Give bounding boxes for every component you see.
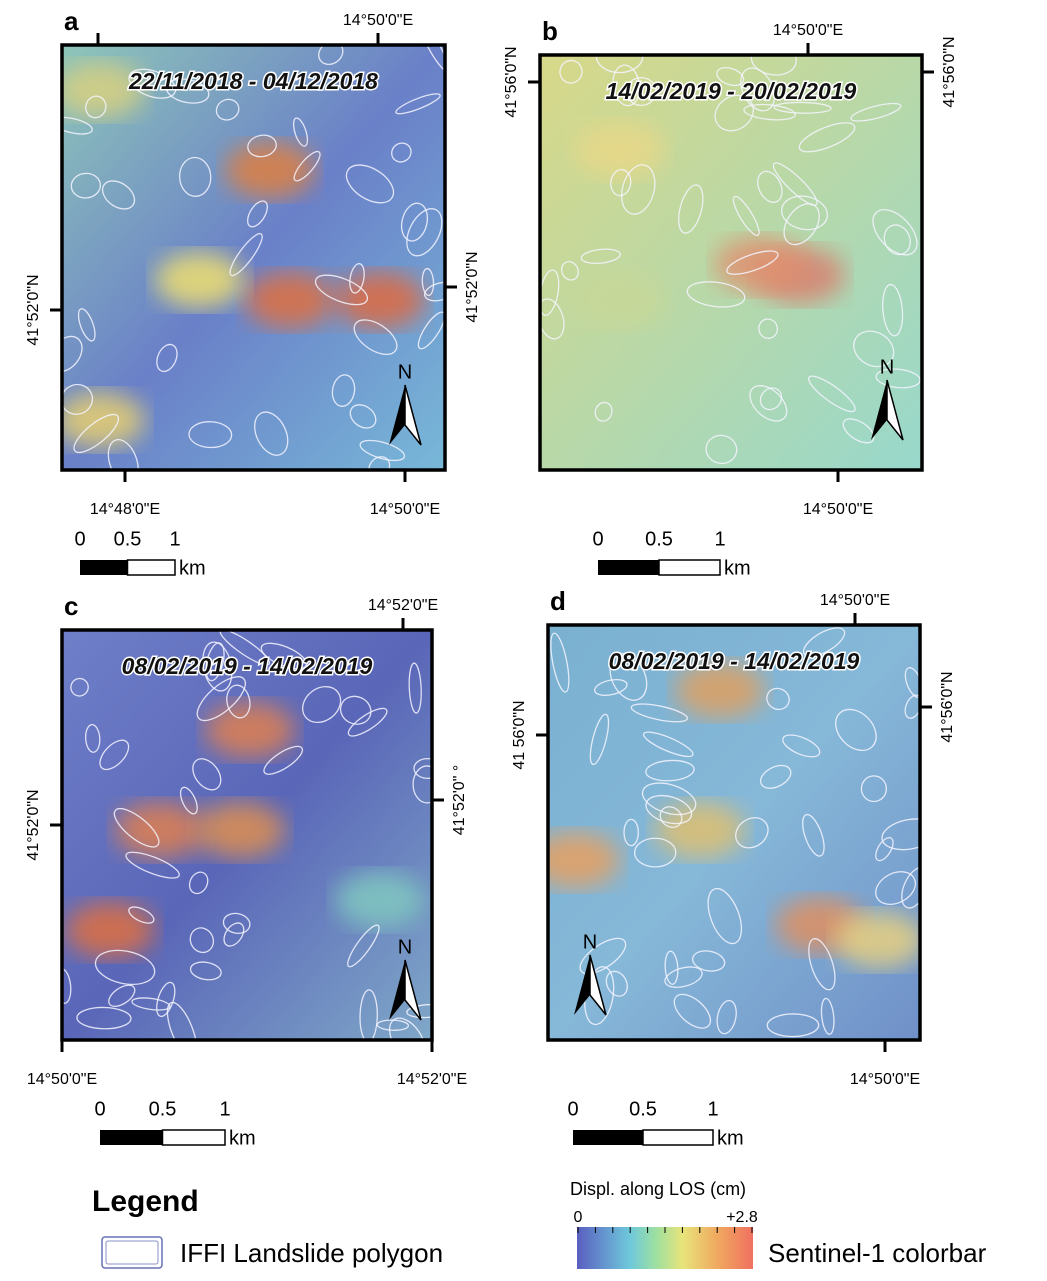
displacement-patch [195,802,285,858]
coord-label: 41°52'0"N [25,274,42,345]
date-range: 14/02/2019 - 20/02/2019 [606,78,857,104]
displacement-patch [245,272,335,328]
north-label: N [398,361,412,383]
coord-label: 14°52'0"E [368,597,438,614]
panel-letter: d [550,586,566,616]
coord-label: 14°50'0"E [27,1071,97,1088]
scale-bar-white [643,1130,713,1145]
displacement-patch [205,702,295,758]
date-range: 08/02/2019 - 14/02/2019 [609,648,860,674]
colorbar-label: Sentinel-1 colorbar [768,1238,987,1268]
displacement-patch [335,872,425,928]
map [54,625,449,1066]
coord-label: 41 56'0"N [511,700,528,769]
scale-bar-white [128,560,176,575]
scale-label: 0 [567,1098,578,1120]
scale-label: 1 [707,1098,718,1120]
scale-label: 0 [592,528,603,550]
colorbar [577,1227,753,1269]
coord-label: 14°50'0"E [370,501,440,518]
scale-label: 1 [219,1098,230,1120]
scale-unit: km [229,1127,256,1149]
coord-label: 14°50'0"E [820,592,890,609]
displacement-patch [155,252,245,308]
scale-bar-black [573,1130,643,1145]
scale-bar-black [80,560,128,575]
panel-letter: c [64,591,78,621]
legend-polygon-icon [102,1237,162,1268]
figure: Legend IFFI Landslide polygon Displ. alo… [0,0,1047,1276]
panel-letter: a [64,6,79,36]
date-range: 08/02/2019 - 14/02/2019 [122,653,373,679]
coord-label: 41°52'0"N [464,251,481,322]
scale-label: 0.5 [149,1098,177,1120]
scale-label: 0.5 [114,528,142,550]
coord-label: 14°50'0"E [343,12,413,29]
coord-label: 14°50'0"E [850,1071,920,1088]
coord-label: 14°50'0"E [773,22,843,39]
displacement-patch [655,802,745,858]
north-label: N [880,356,894,378]
scale-bar-black [100,1130,163,1145]
displacement-patch [65,902,155,958]
coord-label: 14°50'0"E [803,501,873,518]
scale-label: 1 [714,528,725,550]
scale-bar-black [598,560,659,575]
coord-label: 41°56'0"N [941,36,958,107]
coord-label: 41°56'0"N [939,671,956,742]
coord-label: 14°48'0"E [90,501,160,518]
scale-label: 1 [169,528,180,550]
legend-title: Legend [92,1185,199,1218]
displacement-patch [55,392,145,448]
scale-label: 0 [94,1098,105,1120]
scale-unit: km [724,557,751,579]
displacement-patch [575,272,665,328]
displacement-patch [835,912,925,968]
coord-label: 41°56'0"N [503,46,520,117]
scale-unit: km [179,557,206,579]
coord-label: 41°52'0"N [25,789,42,860]
colorbar-min: 0 [574,1209,583,1226]
coord-label: 14°52'0"E [397,1071,467,1088]
scale-unit: km [717,1127,744,1149]
legend-polygon-label: IFFI Landslide polygon [180,1238,443,1268]
colorbar-max: +2.8 [726,1209,758,1226]
colorbar-title: Displ. along LOS (cm) [570,1179,746,1199]
scale-label: 0.5 [629,1098,657,1120]
scale-label: 0 [74,528,85,550]
date-range: 22/11/2018 - 04/12/2018 [128,68,378,94]
scale-bar-white [659,560,720,575]
panel-letter: b [542,16,558,46]
displacement-patch [225,142,315,198]
scale-label: 0.5 [645,528,673,550]
north-label: N [398,936,412,958]
north-label: N [583,931,597,953]
displacement-patch [530,832,620,888]
scale-bar-white [163,1130,226,1145]
coord-label: 41°52'0" ° [451,765,468,835]
